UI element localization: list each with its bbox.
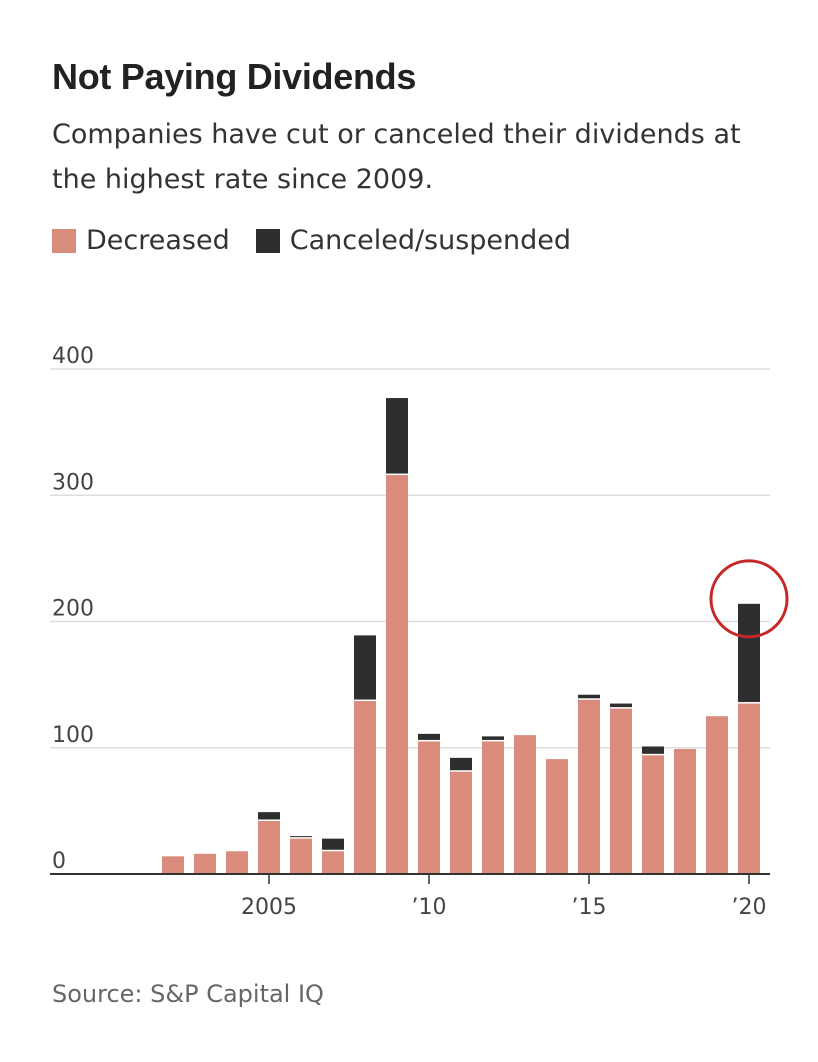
bar-decreased-2005 <box>258 820 280 874</box>
bar-decreased-2019 <box>706 716 728 874</box>
chart-title: Not Paying Dividends <box>52 56 417 97</box>
chart-legend: Decreased Canceled/suspended <box>52 225 597 256</box>
bar-decreased-2006 <box>290 838 312 874</box>
legend-item-canceled: Canceled/suspended <box>255 225 572 256</box>
bar-canceled-2005 <box>258 812 280 820</box>
bar-decreased-2003 <box>194 853 216 874</box>
x-tick-label-2015: ’15 <box>572 895 607 920</box>
bar-canceled-2012 <box>482 736 504 740</box>
bar-decreased-2004 <box>226 851 248 874</box>
bar-decreased-2013 <box>514 735 536 874</box>
bar-decreased-2014 <box>546 759 568 874</box>
bar-decreased-2002 <box>162 856 184 874</box>
bar-canceled-2008 <box>354 635 376 700</box>
y-tick-label-200: 200 <box>52 597 94 622</box>
bar-canceled-2010 <box>418 733 440 740</box>
bar-canceled-2009 <box>386 398 408 474</box>
highlight-circle-2020 <box>709 559 789 639</box>
bar-canceled-2011 <box>450 757 472 771</box>
y-tick-label-400: 400 <box>52 344 94 369</box>
bar-decreased-2009 <box>386 475 408 874</box>
x-tick-label-2020: ’20 <box>732 895 767 920</box>
bar-decreased-2018 <box>674 749 696 874</box>
bar-decreased-2017 <box>642 755 664 874</box>
bar-canceled-2016 <box>610 703 632 708</box>
bar-decreased-2016 <box>610 708 632 874</box>
bar-decreased-2015 <box>578 699 600 874</box>
legend-item-decreased: Decreased <box>52 225 230 256</box>
y-tick-label-100: 100 <box>52 723 94 748</box>
legend-swatch-canceled <box>255 228 280 253</box>
bar-decreased-2012 <box>482 741 504 874</box>
legend-label-canceled: Canceled/suspended <box>289 225 572 256</box>
bar-decreased-2020 <box>738 703 760 874</box>
bar-decreased-2007 <box>322 851 344 874</box>
y-tick-label-0: 0 <box>52 849 66 874</box>
bar-decreased-2008 <box>354 701 376 874</box>
chart-subtitle: Companies have cut or canceled their div… <box>52 119 741 195</box>
bar-canceled-2017 <box>642 746 664 754</box>
chart-source: Source: S&P Capital IQ <box>52 980 324 1008</box>
bar-canceled-2015 <box>578 694 600 699</box>
bar-canceled-2020 <box>738 603 760 703</box>
x-tick-label-2005: 2005 <box>241 895 297 920</box>
legend-label-decreased: Decreased <box>86 225 230 256</box>
x-tick-label-2010: ’10 <box>412 895 447 920</box>
bar-decreased-2011 <box>450 771 472 874</box>
bar-canceled-2007 <box>322 838 344 850</box>
legend-swatch-decreased <box>52 228 76 253</box>
y-tick-label-300: 300 <box>52 470 94 495</box>
bar-canceled-2006 <box>290 836 312 838</box>
bar-decreased-2010 <box>418 741 440 874</box>
